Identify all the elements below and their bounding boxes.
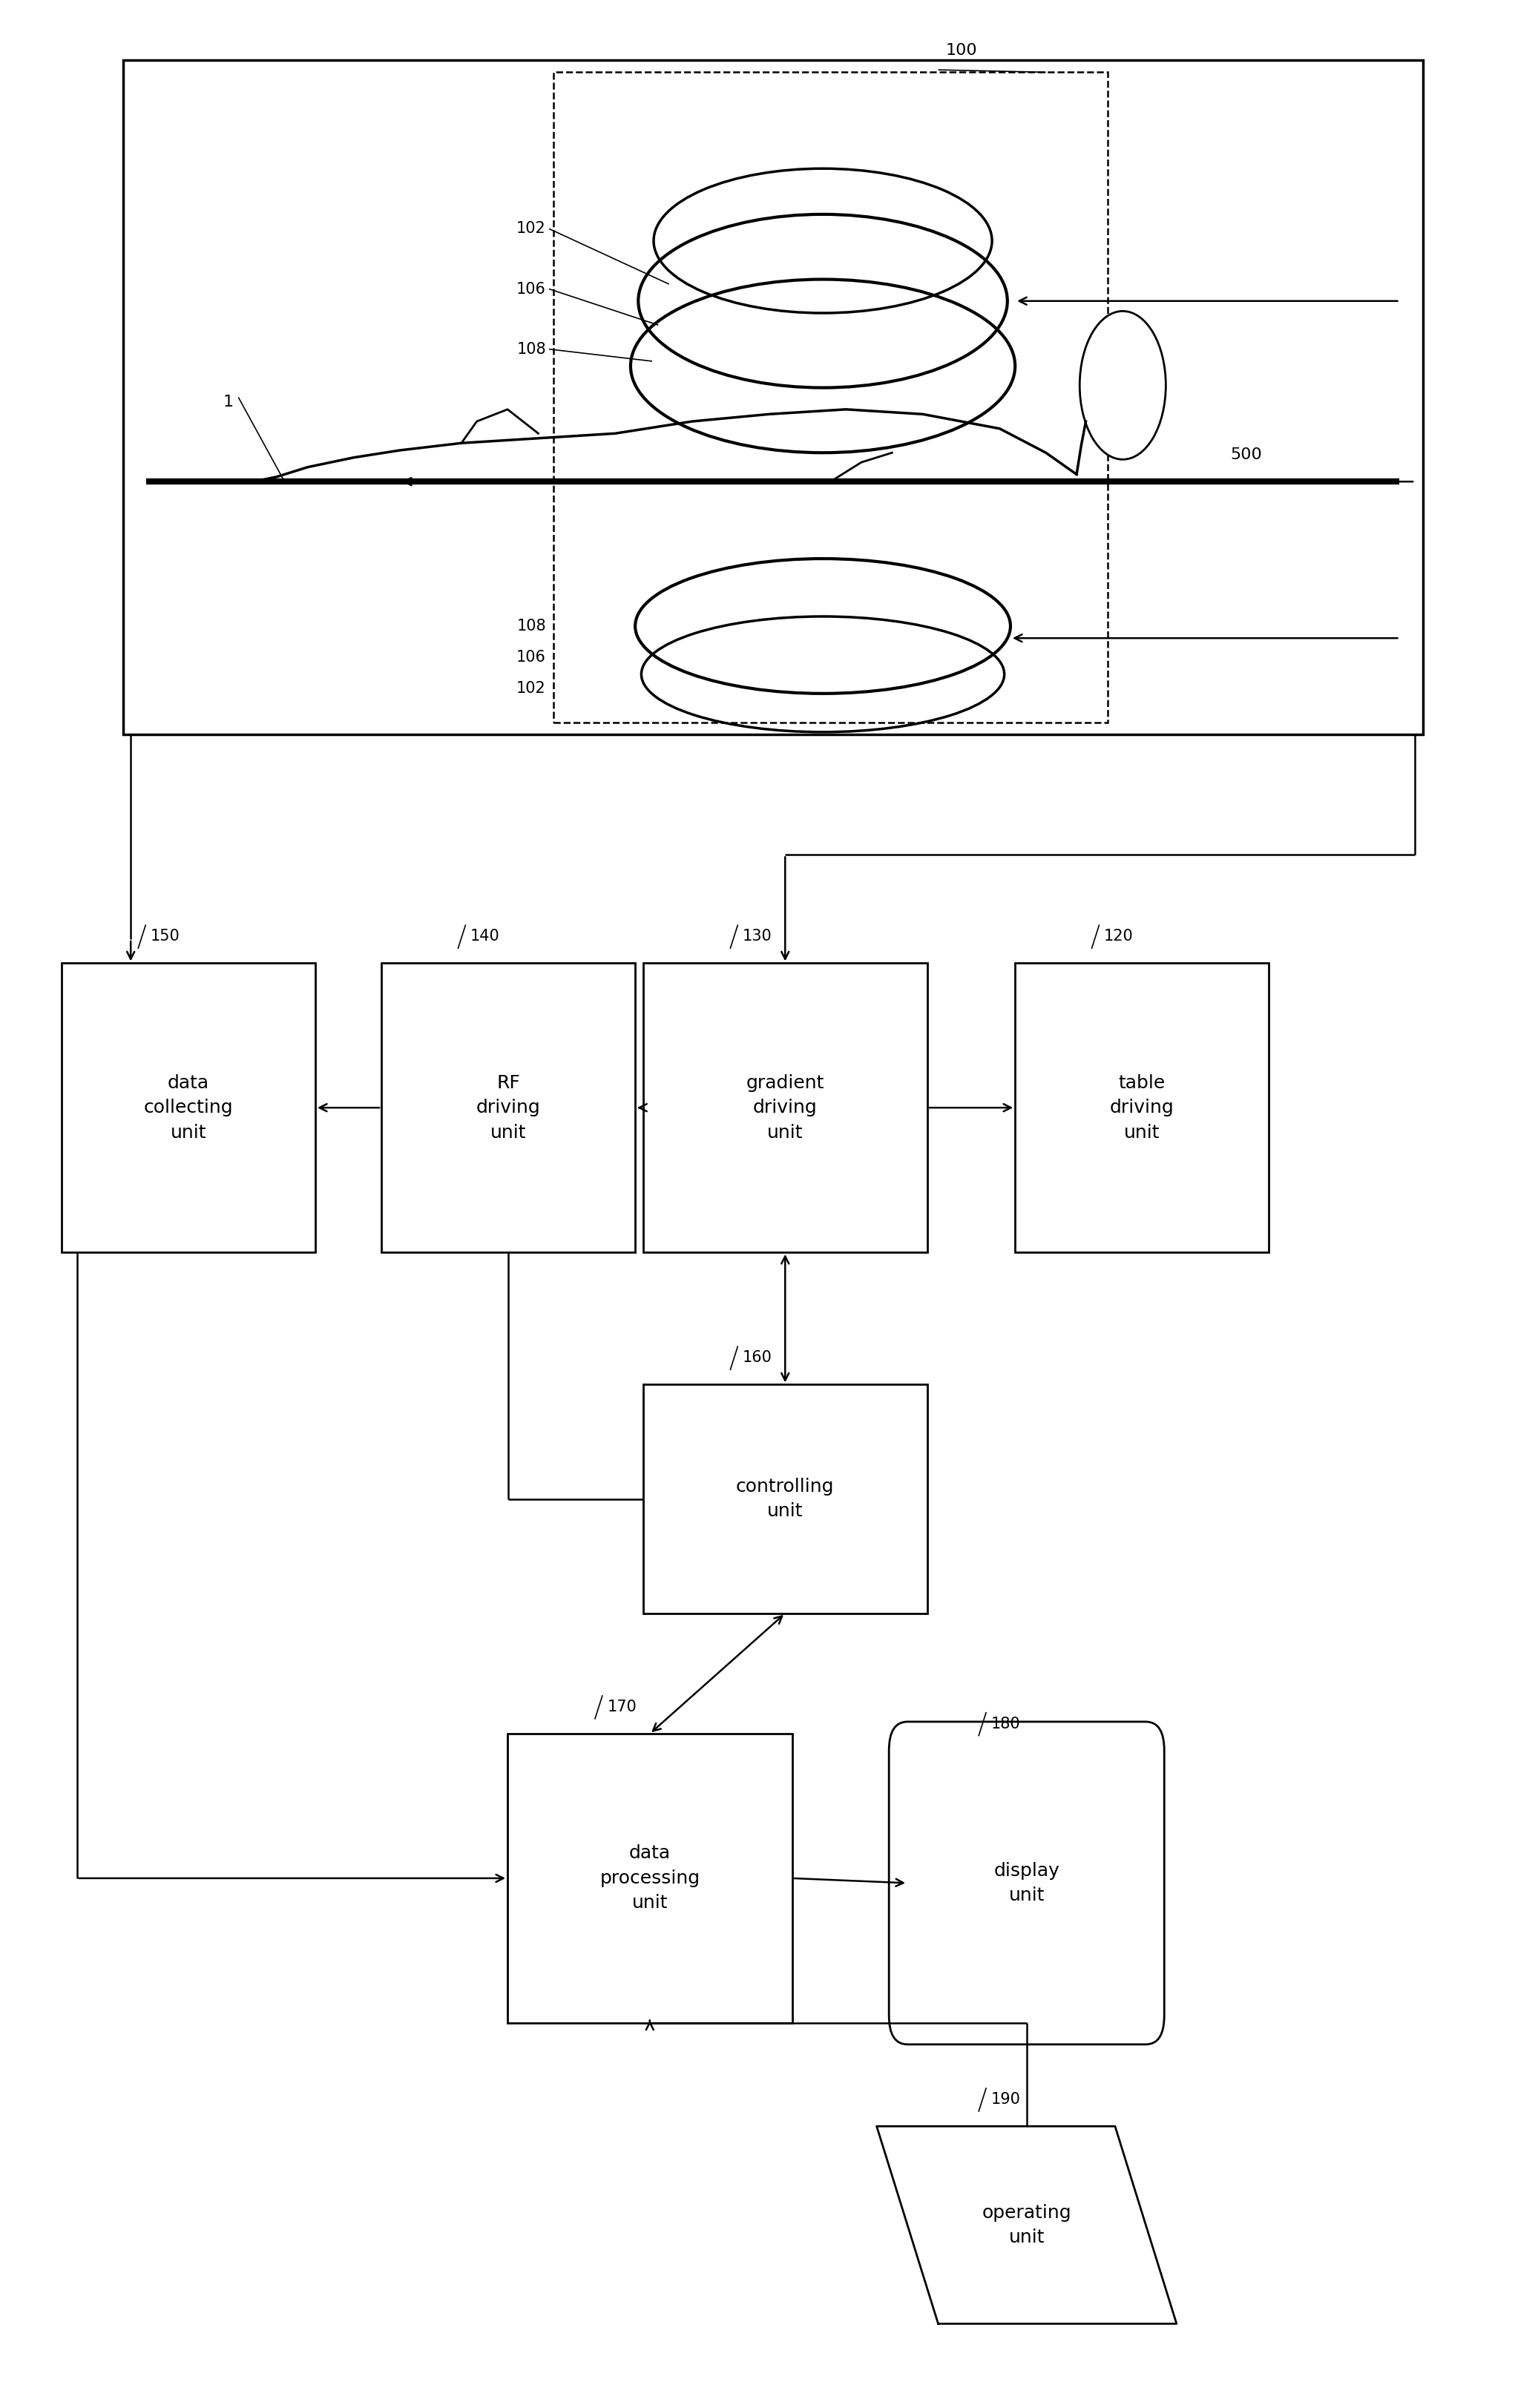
Text: 100: 100 <box>946 43 978 58</box>
Text: 102: 102 <box>517 222 546 236</box>
Text: 1: 1 <box>223 395 234 409</box>
Text: data
collecting
unit: data collecting unit <box>143 1074 234 1141</box>
Bar <box>1015 963 1269 1252</box>
Text: 106: 106 <box>517 650 546 665</box>
Text: 106: 106 <box>517 282 546 296</box>
Bar <box>381 963 635 1252</box>
Bar <box>62 963 315 1252</box>
Text: gradient
driving
unit: gradient driving unit <box>746 1074 824 1141</box>
Polygon shape <box>877 2126 1177 2324</box>
Text: 170: 170 <box>608 1700 637 1714</box>
Text: 500: 500 <box>1230 448 1263 462</box>
Text: 108: 108 <box>517 342 546 356</box>
Text: 108: 108 <box>517 619 546 633</box>
Text: 102: 102 <box>517 681 546 696</box>
Ellipse shape <box>1080 311 1166 460</box>
Text: 160: 160 <box>743 1351 772 1365</box>
Text: 190: 190 <box>990 2093 1020 2107</box>
Bar <box>554 72 1107 722</box>
Bar <box>643 963 927 1252</box>
Text: 140: 140 <box>471 929 500 944</box>
Text: 120: 120 <box>1104 929 1134 944</box>
Text: table
driving
unit: table driving unit <box>1110 1074 1173 1141</box>
Text: display
unit: display unit <box>994 1861 1060 1905</box>
Text: 130: 130 <box>743 929 772 944</box>
Bar <box>508 1734 792 2023</box>
FancyBboxPatch shape <box>889 1722 1164 2044</box>
Text: RF
driving
unit: RF driving unit <box>477 1074 540 1141</box>
Text: controlling
unit: controlling unit <box>737 1479 834 1519</box>
Bar <box>643 1385 927 1613</box>
Text: 150: 150 <box>151 929 180 944</box>
Text: data
processing
unit: data processing unit <box>600 1845 700 1912</box>
Text: 180: 180 <box>990 1717 1020 1731</box>
Text: operating
unit: operating unit <box>981 2203 1072 2247</box>
Bar <box>123 60 1423 734</box>
